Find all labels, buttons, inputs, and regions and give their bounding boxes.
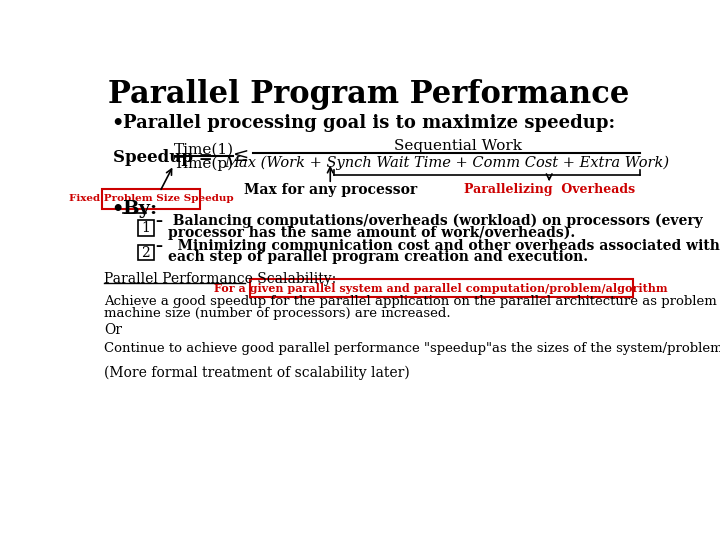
FancyBboxPatch shape xyxy=(138,245,153,260)
Text: •: • xyxy=(112,200,124,218)
Text: Time(1): Time(1) xyxy=(174,143,234,157)
Text: machine size (number of processors) are increased.: machine size (number of processors) are … xyxy=(104,307,451,320)
Text: Parallel Performance Scalability:: Parallel Performance Scalability: xyxy=(104,272,336,286)
Text: Sequential Work: Sequential Work xyxy=(394,139,522,153)
Text: Max (Work + Synch Wait Time + Comm Cost + Extra Work): Max (Work + Synch Wait Time + Comm Cost … xyxy=(224,156,669,170)
Text: –  Balancing computations/overheads (workload) on processors (every: – Balancing computations/overheads (work… xyxy=(156,214,703,228)
Text: Speedup =: Speedup = xyxy=(113,148,219,166)
Text: Parallel processing goal is to maximize speedup:: Parallel processing goal is to maximize … xyxy=(122,113,615,132)
Text: Or: Or xyxy=(104,323,122,338)
FancyBboxPatch shape xyxy=(138,220,153,236)
Text: –   Minimizing communication cost and other overheads associated with: – Minimizing communication cost and othe… xyxy=(156,239,720,253)
Text: Parallelizing  Overheads: Parallelizing Overheads xyxy=(464,183,635,196)
Text: Parallel Program Performance: Parallel Program Performance xyxy=(108,78,630,110)
FancyBboxPatch shape xyxy=(250,279,632,298)
Text: •: • xyxy=(112,113,124,132)
Text: 1: 1 xyxy=(141,221,150,235)
Text: Continue to achieve good parallel performance "speedup"as the sizes of the syste: Continue to achieve good parallel perfor… xyxy=(104,342,720,355)
Text: each step of parallel program creation and execution.: each step of parallel program creation a… xyxy=(168,251,588,264)
Text: By:: By: xyxy=(122,200,158,218)
Text: Fixed Problem Size Speedup: Fixed Problem Size Speedup xyxy=(69,194,233,203)
Text: (More formal treatment of scalability later): (More formal treatment of scalability la… xyxy=(104,366,410,380)
Text: For a given parallel system and parallel computation/problem/algorithm: For a given parallel system and parallel… xyxy=(215,282,668,294)
Text: Time(p): Time(p) xyxy=(174,156,234,171)
Text: processor has the same amount of work/overheads).: processor has the same amount of work/ov… xyxy=(168,226,575,240)
FancyBboxPatch shape xyxy=(102,189,200,209)
Text: 2: 2 xyxy=(141,246,150,260)
Text: Achieve a good speedup for the parallel application on the parallel architecture: Achieve a good speedup for the parallel … xyxy=(104,295,720,308)
Text: ≤: ≤ xyxy=(233,147,249,165)
Text: Max for any processor: Max for any processor xyxy=(243,183,417,197)
